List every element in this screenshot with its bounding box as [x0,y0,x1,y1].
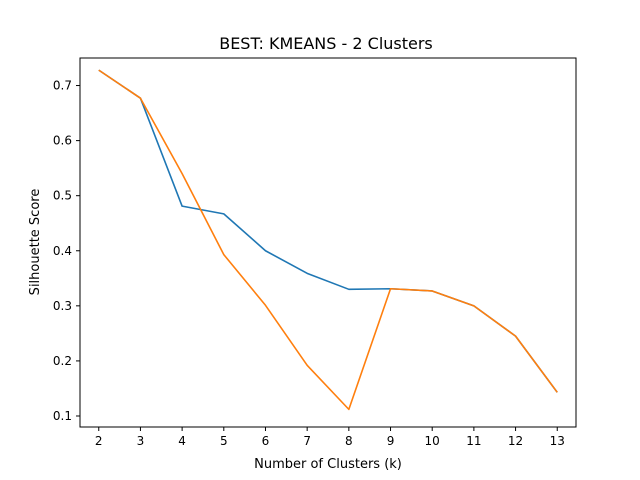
y-tick-label: 0.6 [53,134,72,148]
y-tick-label: 0.4 [53,244,72,258]
series-line-1 [98,69,558,393]
x-tick-label: 2 [95,434,103,448]
x-tick-label: 6 [262,434,270,448]
x-tick-label: 8 [345,434,353,448]
plot-frame [79,57,577,428]
x-axis: 2 3 4 5 6 7 8 9 10 11 12 13 [95,427,565,448]
x-tick-label: 3 [137,434,145,448]
y-tick-label: 0.5 [53,189,72,203]
y-axis-label: Silhouette Score [28,189,43,296]
x-tick-label: 7 [303,434,311,448]
x-tick-label: 5 [220,434,228,448]
x-tick-label: 13 [550,434,565,448]
x-tick-label: 11 [466,434,481,448]
chart-title: BEST: KMEANS - 2 Clusters [219,34,433,53]
x-tick-label: 12 [508,434,523,448]
x-tick-label: 4 [178,434,186,448]
y-tick-label: 0.1 [53,409,72,423]
x-tick-label: 9 [387,434,395,448]
y-tick-label: 0.2 [53,354,72,368]
plot-area [98,69,558,411]
x-axis-label: Number of Clusters (k) [254,457,402,472]
y-axis: 0.1 0.2 0.3 0.4 0.5 0.6 0.7 [53,79,80,423]
y-tick-label: 0.7 [53,79,72,93]
y-tick-label: 0.3 [53,299,72,313]
series-line-2 [98,69,558,411]
x-tick-label: 10 [425,434,440,448]
